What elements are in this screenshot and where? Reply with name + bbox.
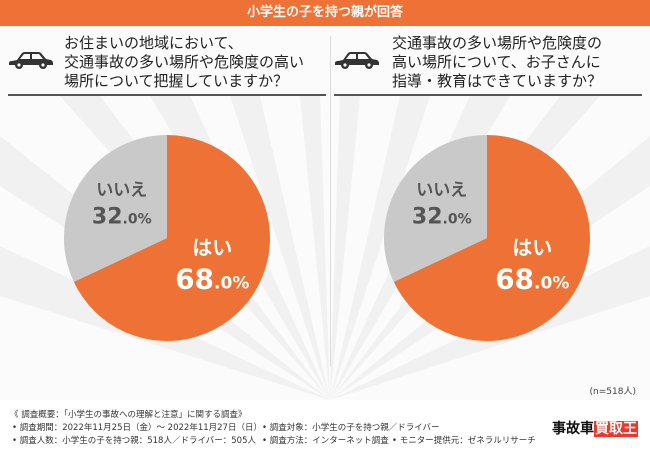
question-1-line-1: お住まいの地域において、 bbox=[64, 34, 243, 52]
footer-survey-period: • 調査期間：2022年11月25日（金）～ 2022年11月27日（日） bbox=[12, 423, 262, 433]
logo-text-b: 買取王 bbox=[594, 421, 638, 437]
question-2-line-3: 指導・教育はできていますか？ bbox=[392, 72, 603, 90]
pie-2-value-no: 32.0% bbox=[412, 204, 472, 229]
logo-text-a: 事故車 bbox=[552, 421, 594, 437]
footer-survey-target: • 調査対象：小学生の子を持つ親／ドライバー bbox=[262, 423, 440, 433]
center-divider bbox=[330, 36, 331, 366]
car-icon bbox=[9, 52, 53, 69]
footer-monitor-source: • モニター提供元：ゼネラルリサーチ bbox=[392, 436, 536, 446]
car-icon bbox=[335, 52, 379, 69]
question-2-line-1: 交通事故の多い場所や危険度の bbox=[392, 34, 603, 52]
question-1-text: お住まいの地域において、 交通事故の多い場所や危険度の高い 場所について把握して… bbox=[64, 34, 304, 91]
pie-2-label-yes: はい bbox=[512, 236, 552, 260]
pie-1-slice-yes bbox=[73, 135, 270, 341]
question-1: お住まいの地域において、 交通事故の多い場所や危険度の高い 場所について把握して… bbox=[8, 32, 326, 96]
question-1-line-3: 場所について把握していますか？ bbox=[64, 72, 289, 90]
pie-1-value-no: 32.0% bbox=[92, 204, 152, 229]
pie-2-value-yes: 68.0% bbox=[495, 263, 569, 296]
footer-survey-method: • 調査方法：インターネット調査 bbox=[262, 436, 389, 446]
header-bar: 小学生の子を持つ親が回答 bbox=[0, 0, 650, 26]
footer: 《 調査概要：「小学生の事故への理解と注意」に関する調査》 • 調査期間：202… bbox=[0, 404, 650, 450]
question-2-line-2: 高い場所について、お子さんに bbox=[392, 53, 601, 71]
pie-chart-2: いいえ 32.0% はい 68.0% bbox=[383, 135, 590, 341]
brand-logo: 事故車買取王 bbox=[552, 418, 638, 438]
question-2-text: 交通事故の多い場所や危険度の 高い場所について、お子さんに 指導・教育はできてい… bbox=[392, 34, 602, 91]
pie-2-slice-yes bbox=[393, 135, 590, 341]
question-1-underline bbox=[8, 94, 326, 96]
pie-2-label-no: いいえ bbox=[416, 180, 467, 200]
pie-1-label-yes: はい bbox=[192, 236, 232, 260]
question-1-line-2: 交通事故の多い場所や危険度の高い bbox=[64, 53, 305, 71]
sample-size-note: (n=518人) bbox=[589, 387, 636, 397]
header-title: 小学生の子を持つ親が回答 bbox=[246, 5, 403, 20]
pie-1-label-no: いいえ bbox=[96, 180, 147, 200]
pie-chart-1: いいえ 32.0% はい 68.0% bbox=[63, 135, 270, 341]
pie-1-slice-no bbox=[63, 135, 167, 282]
pie-2-slice-no bbox=[383, 135, 487, 282]
question-2: 交通事故の多い場所や危険度の 高い場所について、お子さんに 指導・教育はできてい… bbox=[334, 32, 642, 96]
footer-survey-count: • 調査人数：小学生の子を持つ親：518人／ドライバー：505人 bbox=[12, 436, 256, 446]
pie-1-value-yes: 68.0% bbox=[175, 263, 249, 296]
footer-survey-title: 《 調査概要：「小学生の事故への理解と注意」に関する調査》 bbox=[10, 410, 247, 420]
question-2-underline bbox=[334, 94, 642, 96]
